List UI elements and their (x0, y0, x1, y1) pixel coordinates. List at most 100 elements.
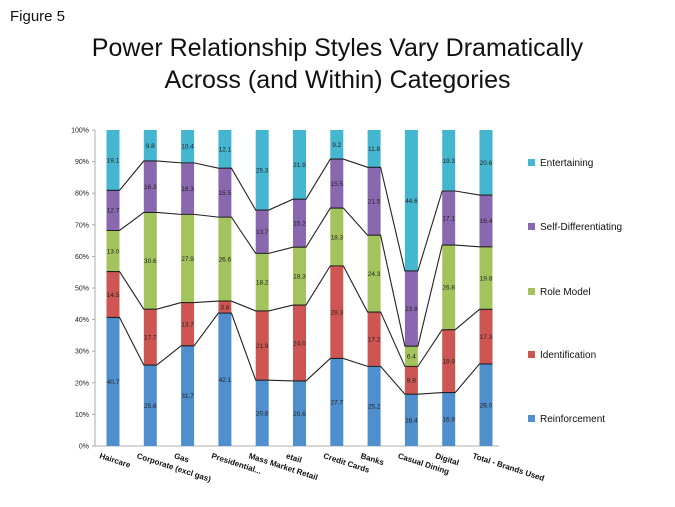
data-label: 18.2 (256, 279, 269, 286)
bar-segment-role-model (404, 346, 418, 367)
data-label: 17.3 (480, 334, 493, 341)
data-label: 26.6 (219, 256, 232, 263)
bar-segment-identification (181, 302, 195, 346)
bar-segment-identification (106, 271, 120, 318)
data-label: 18.3 (293, 273, 306, 280)
boundary-connector-line (106, 312, 493, 395)
bar-segment-reinforcement (479, 363, 493, 446)
bar-segment-reinforcement (255, 380, 269, 446)
bar-segment-self-differentiating (404, 270, 418, 347)
data-label: 13.7 (256, 229, 269, 236)
bar-segment-identification (293, 305, 306, 381)
bar-segment-self-differentiating (106, 190, 120, 231)
data-label: 31.7 (181, 393, 194, 400)
bar-segment-identification (330, 265, 344, 359)
legend-label: Identification (540, 350, 596, 361)
bar-segment-role-model (442, 245, 456, 330)
data-label: 29.3 (330, 309, 343, 316)
data-label: 21.9 (256, 343, 269, 350)
bar-segment-reinforcement (181, 345, 195, 446)
data-label: 16.3 (144, 184, 157, 191)
data-label: 27.7 (330, 400, 343, 407)
legend-swatch (528, 223, 535, 230)
data-label: 19.9 (442, 358, 455, 365)
y-tick-label: 10% (75, 412, 89, 419)
data-label: 15.5 (330, 181, 343, 188)
bar-segment-identification (218, 301, 232, 314)
data-label: 27.9 (181, 256, 194, 263)
chart-title: Power Relationship Styles Vary Dramatica… (0, 32, 675, 96)
data-label: 25.6 (144, 403, 157, 410)
legend-label: Self-Differentiating (540, 222, 622, 233)
data-label: 18.3 (330, 234, 343, 241)
figure-label: Figure 5 (10, 8, 66, 25)
boundary-connector-line (106, 265, 493, 367)
y-tick-label: 80% (75, 191, 89, 198)
bar-segment-reinforcement (143, 365, 157, 446)
bar-segment-identification (255, 310, 269, 381)
y-tick-label: 0% (79, 444, 89, 451)
data-label: 16.3 (181, 186, 194, 193)
bar-segment-entertaining (442, 130, 456, 191)
data-label: 9.2 (332, 142, 341, 149)
bar-segment-role-model (143, 212, 157, 310)
data-label: 19.3 (442, 158, 455, 165)
bar-segment-entertaining (255, 130, 269, 211)
data-label: 15.2 (293, 221, 306, 228)
bar-segment-role-model (479, 246, 493, 310)
bar-segment-identification (404, 366, 418, 395)
bar-segment-identification (143, 309, 157, 366)
data-label: 26.0 (480, 402, 493, 409)
data-label: 12.7 (107, 208, 120, 215)
data-label: 19.8 (480, 275, 493, 282)
data-label: 25.2 (368, 403, 381, 410)
bar-segment-self-differentiating (143, 160, 157, 213)
bar-segment-self-differentiating (330, 159, 344, 209)
y-tick-label: 100% (71, 128, 89, 135)
bar-segment-reinforcement (404, 394, 418, 446)
data-label: 8.8 (407, 378, 416, 385)
y-tick-label: 60% (75, 254, 89, 261)
bar-segment-role-model (293, 247, 306, 306)
legend-swatch (528, 415, 535, 422)
bar-segment-reinforcement (106, 317, 120, 446)
data-label: 20.6 (293, 411, 306, 418)
bar-segment-role-model (218, 217, 232, 302)
bar-segment-role-model (255, 253, 269, 311)
bar-segment-reinforcement (367, 366, 381, 446)
legend-label: Entertaining (540, 158, 593, 169)
y-tick-label: 50% (75, 286, 89, 293)
data-label: 16.4 (405, 417, 418, 424)
bar-segment-reinforcement (330, 358, 344, 446)
category-label: Total - Brands Used (471, 451, 545, 483)
data-label: 20.8 (256, 410, 269, 417)
bar-segment-identification (367, 312, 381, 367)
data-label: 10.4 (181, 144, 194, 151)
data-label: 20.6 (480, 160, 493, 167)
bar-segment-identification (442, 329, 456, 393)
data-label: 42.1 (219, 377, 232, 384)
data-label: 40.7 (107, 379, 120, 386)
boundary-connector-line (106, 158, 493, 272)
bar-segment-entertaining (218, 130, 232, 169)
data-label: 25.3 (256, 167, 269, 174)
data-label: 17.2 (368, 336, 381, 343)
data-label: 24.0 (293, 340, 306, 347)
y-tick-label: 90% (75, 159, 89, 166)
boundary-connector-line (106, 207, 493, 347)
category-label: Haircare (98, 451, 132, 470)
data-label: 21.9 (293, 162, 306, 169)
data-label: 15.5 (219, 190, 232, 197)
legend-label: Reinforcement (540, 414, 605, 425)
data-label: 12.1 (219, 146, 232, 153)
bar-segment-entertaining (479, 130, 493, 196)
legend-label: Role Model (540, 287, 591, 298)
bar-segment-role-model (181, 214, 195, 303)
legend-swatch (528, 288, 535, 295)
data-label: 16.4 (480, 218, 493, 225)
bar-segment-self-differentiating (479, 195, 493, 247)
bar-segment-self-differentiating (218, 168, 232, 218)
bar-segment-entertaining (330, 130, 344, 160)
data-label: 13.7 (181, 321, 194, 328)
